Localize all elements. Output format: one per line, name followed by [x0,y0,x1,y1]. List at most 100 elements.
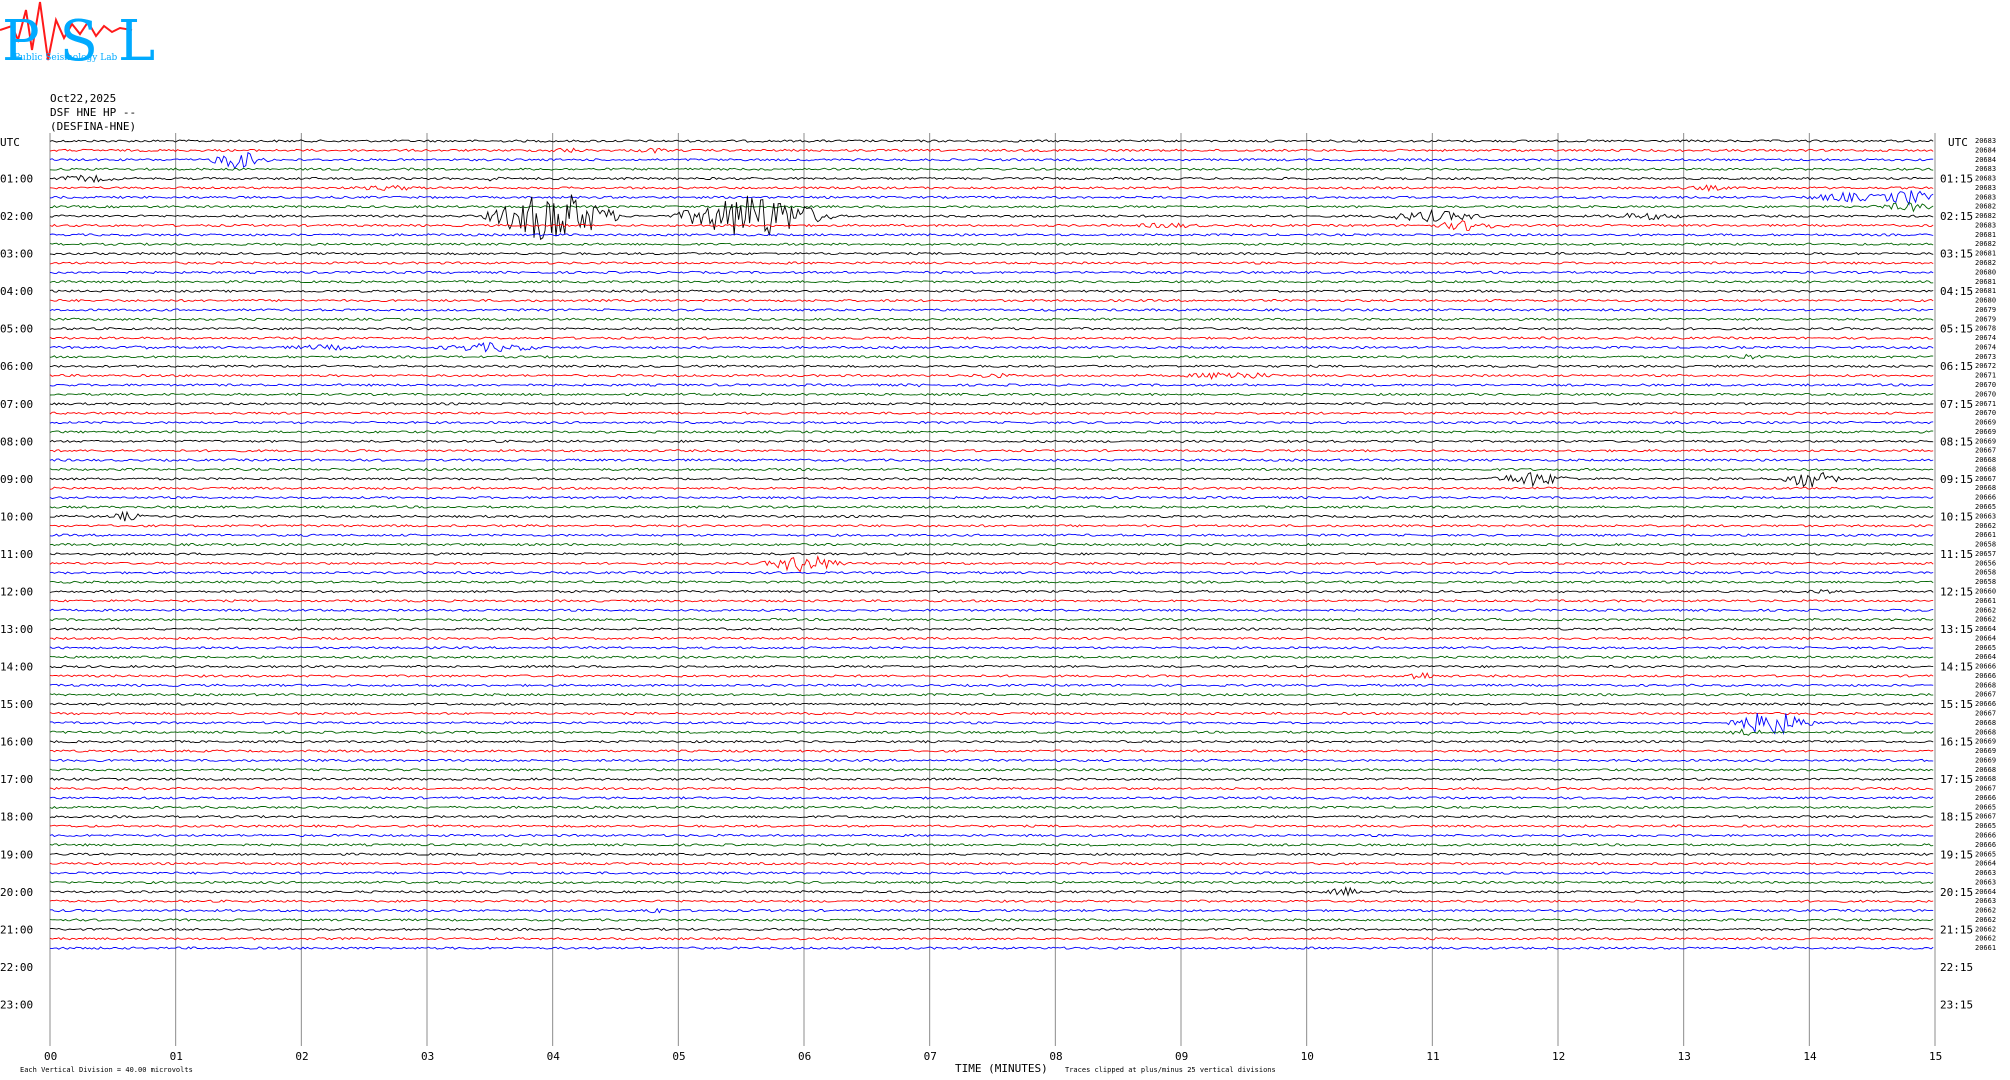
trace-count-label: 20678 [1975,325,1996,333]
trace-count-label: 20664 [1975,888,1996,896]
psl-logo: PSL Public Seismology Lab [0,1,175,68]
seismic-trace [49,308,1934,312]
date-label: Oct22,2025 [50,92,117,105]
trace-count-label: 20668 [1975,775,1996,783]
seismic-trace [49,713,1934,736]
right-utc-title: UTC [1948,136,1968,149]
seismic-trace [49,833,1934,838]
trace-count-label: 20663 [1975,878,1996,886]
seismic-trace [49,936,1934,941]
seismic-trace [49,927,1934,931]
seismic-trace [49,147,1934,154]
seismic-trace [49,411,1934,415]
left-hour-label: 22:00 [0,961,33,974]
x-tick-label: 15 [1929,1050,1942,1063]
trace-count-label: 20666 [1975,794,1996,802]
seismic-trace [49,524,1934,528]
seismic-trace [49,371,1934,381]
trace-count-label: 20656 [1975,559,1996,567]
seismic-trace [50,636,1934,641]
seismic-trace [49,542,1934,547]
seismic-trace [49,336,1934,340]
trace-count-label: 20666 [1975,700,1996,708]
left-hour-label: 12:00 [0,585,33,598]
x-tick-label: 12 [1552,1050,1565,1063]
station-label: DSF HNE HP -- [50,106,137,119]
seismic-trace [49,280,1934,284]
left-hour-label: 15:00 [0,698,33,711]
trace-count-label: 20658 [1975,569,1996,577]
trace-count-label: 20682 [1975,259,1996,267]
seismic-trace [49,777,1934,781]
seismic-trace [49,533,1934,537]
trace-count-label: 20672 [1975,362,1996,370]
right-hour-label: 15:15 [1940,698,1973,711]
logo-big-text: PSL [2,9,175,68]
seismic-trace [49,505,1934,509]
trace-count-label: 20658 [1975,541,1996,549]
x-tick-label: 06 [798,1050,811,1063]
trace-count-label: 20662 [1975,522,1996,530]
trace-count-label: 20669 [1975,428,1996,436]
seismic-trace [49,627,1934,631]
seismic-trace [49,139,1934,143]
seismic-trace [49,341,1934,353]
left-hour-label: 08:00 [0,435,33,448]
trace-count-label: 20662 [1975,935,1996,943]
trace-count-label: 20660 [1975,587,1996,595]
left-hour-label: 16:00 [0,736,33,749]
seismic-trace [49,151,1934,170]
right-hour-label: 08:15 [1940,435,1973,448]
trace-count-label: 20666 [1975,672,1996,680]
left-hour-label: 14:00 [0,661,33,674]
right-hour-label: 23:15 [1940,998,1973,1011]
seismic-trace [50,448,1934,453]
left-hour-label: 03:00 [0,248,33,261]
trace-count-label: 20681 [1975,278,1996,286]
trace-count-label: 20670 [1975,381,1996,389]
seismic-trace [49,510,1934,522]
trace-count-label: 20669 [1975,738,1996,746]
left-hour-label: 07:00 [0,398,33,411]
trace-count-label: 20670 [1975,409,1996,417]
trace-count-label: 20668 [1975,456,1996,464]
trace-count-label: 20683 [1975,184,1996,192]
seismic-trace [49,467,1934,472]
right-hour-label: 13:15 [1940,623,1973,636]
x-tick-label: 07 [924,1050,937,1063]
trace-count-label: 20667 [1975,691,1996,699]
trace-count-label: 20665 [1975,803,1996,811]
trace-count-label: 20682 [1975,240,1996,248]
right-hour-label: 22:15 [1940,961,1973,974]
trace-count-label: 20668 [1975,681,1996,689]
seismic-trace [49,458,1934,462]
seismic-trace [49,692,1934,697]
trace-count-label: 20665 [1975,822,1996,830]
seismic-trace [49,886,1934,897]
trace-count-label: 20668 [1975,484,1996,492]
grid-lines [49,133,1936,1046]
trace-count-label: 20680 [1975,268,1996,276]
clip-note: Traces clipped at plus/minus 25 vertical… [1065,1066,1276,1074]
trace-count-label: 20683 [1975,221,1996,229]
trace-count-label: 20667 [1975,475,1996,483]
left-hour-label: 19:00 [0,848,33,861]
seismic-trace [49,702,1934,706]
seismic-trace [49,664,1934,669]
seismic-trace [49,383,1934,388]
x-tick-label: 10 [1301,1050,1314,1063]
trace-count-label: 20671 [1975,372,1996,380]
seismic-trace [49,233,1934,237]
seismic-trace [49,439,1934,444]
trace-count-label: 20679 [1975,306,1996,314]
seismic-trace [49,786,1934,791]
left-hour-label: 23:00 [0,998,33,1011]
seismic-trace [49,655,1934,659]
seismic-trace [49,201,1934,213]
trace-count-label: 20670 [1975,390,1996,398]
seismic-trace [49,588,1934,595]
seismic-trace [49,796,1934,800]
trace-count-label: 20666 [1975,663,1996,671]
right-hour-label: 05:15 [1940,323,1973,336]
